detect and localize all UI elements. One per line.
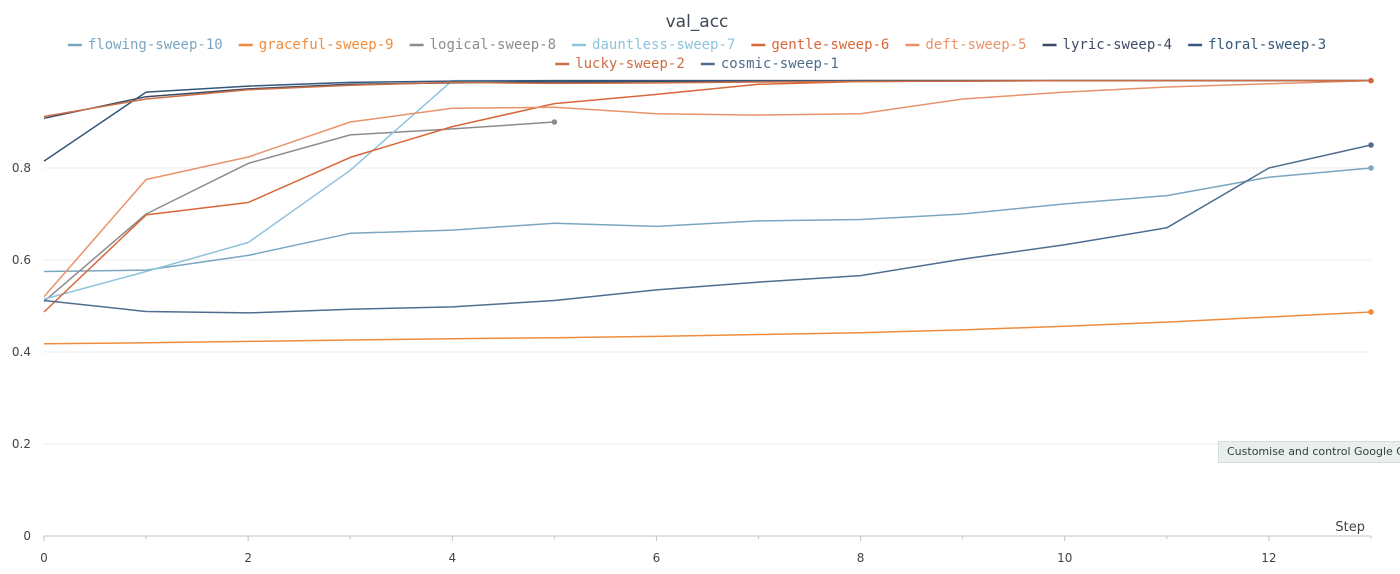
legend: flowing-sweep-10 graceful-sweep-9 logical-… xyxy=(67,37,1326,72)
legend-label-lucky-sweep-2: lucky-sweep-2 xyxy=(575,56,685,72)
series-endpoint-logical-sweep-8 xyxy=(551,119,558,125)
series-line-logical-sweep-8 xyxy=(43,121,555,302)
x-tick-label: 8 xyxy=(857,551,865,565)
x-tick-label: 12 xyxy=(1261,551,1276,565)
y-tick-label: 0.6 xyxy=(12,253,31,267)
chart-title: val_acc xyxy=(666,12,729,32)
series-endpoint-flowing-sweep-10 xyxy=(1368,165,1374,171)
series-line-gentle-sweep-6 xyxy=(43,79,1371,313)
series-line-lucky-sweep-2 xyxy=(43,79,1371,118)
legend-label-gentle-sweep-6: gentle-sweep-6 xyxy=(771,37,889,53)
x-axis-label: Step xyxy=(1335,520,1365,535)
series-endpoint-cosmic-sweep-1 xyxy=(1368,142,1374,148)
legend-label-logical-sweep-8: logical-sweep-8 xyxy=(430,37,556,53)
x-tick-label: 2 xyxy=(244,551,252,565)
series-endpoint-graceful-sweep-9 xyxy=(1368,309,1374,315)
gridlines xyxy=(44,167,1371,445)
x-tick-label: 10 xyxy=(1057,551,1072,565)
legend-label-floral-sweep-3: floral-sweep-3 xyxy=(1208,37,1326,53)
series-lines xyxy=(43,77,1374,345)
axes: 0 0.2 0.4 0.6 0.8 0 2 4 6 8 10 12 xyxy=(12,161,1372,565)
y-tick-label: 0.2 xyxy=(12,437,31,451)
series-line-deft-sweep-5 xyxy=(43,79,1372,298)
legend-label-lyric-sweep-4: lyric-sweep-4 xyxy=(1063,37,1173,53)
y-tick-label: 0.4 xyxy=(12,345,31,359)
legend-label-flowing-sweep-10: flowing-sweep-10 xyxy=(88,37,223,53)
y-tick-label: 0 xyxy=(23,529,31,543)
y-tick-label: 0.8 xyxy=(12,161,31,175)
legend-label-deft-sweep-5: deft-sweep-5 xyxy=(925,37,1026,53)
series-line-cosmic-sweep-1 xyxy=(43,144,1372,314)
series-line-floral-sweep-3 xyxy=(43,79,1371,162)
x-tick-label: 4 xyxy=(448,551,456,565)
x-tick-label: 0 xyxy=(40,551,48,565)
legend-label-cosmic-sweep-1: cosmic-sweep-1 xyxy=(721,56,839,72)
series-line-graceful-sweep-9 xyxy=(43,311,1372,345)
legend-label-dauntless-sweep-7: dauntless-sweep-7 xyxy=(592,37,735,53)
x-tick-label: 6 xyxy=(653,551,661,565)
series-line-flowing-sweep-10 xyxy=(43,167,1372,273)
series-line-dauntless-sweep-7 xyxy=(43,79,1371,300)
browser-tooltip: Customise and control Google Chrome xyxy=(1218,441,1400,463)
legend-label-graceful-sweep-9: graceful-sweep-9 xyxy=(259,37,394,53)
